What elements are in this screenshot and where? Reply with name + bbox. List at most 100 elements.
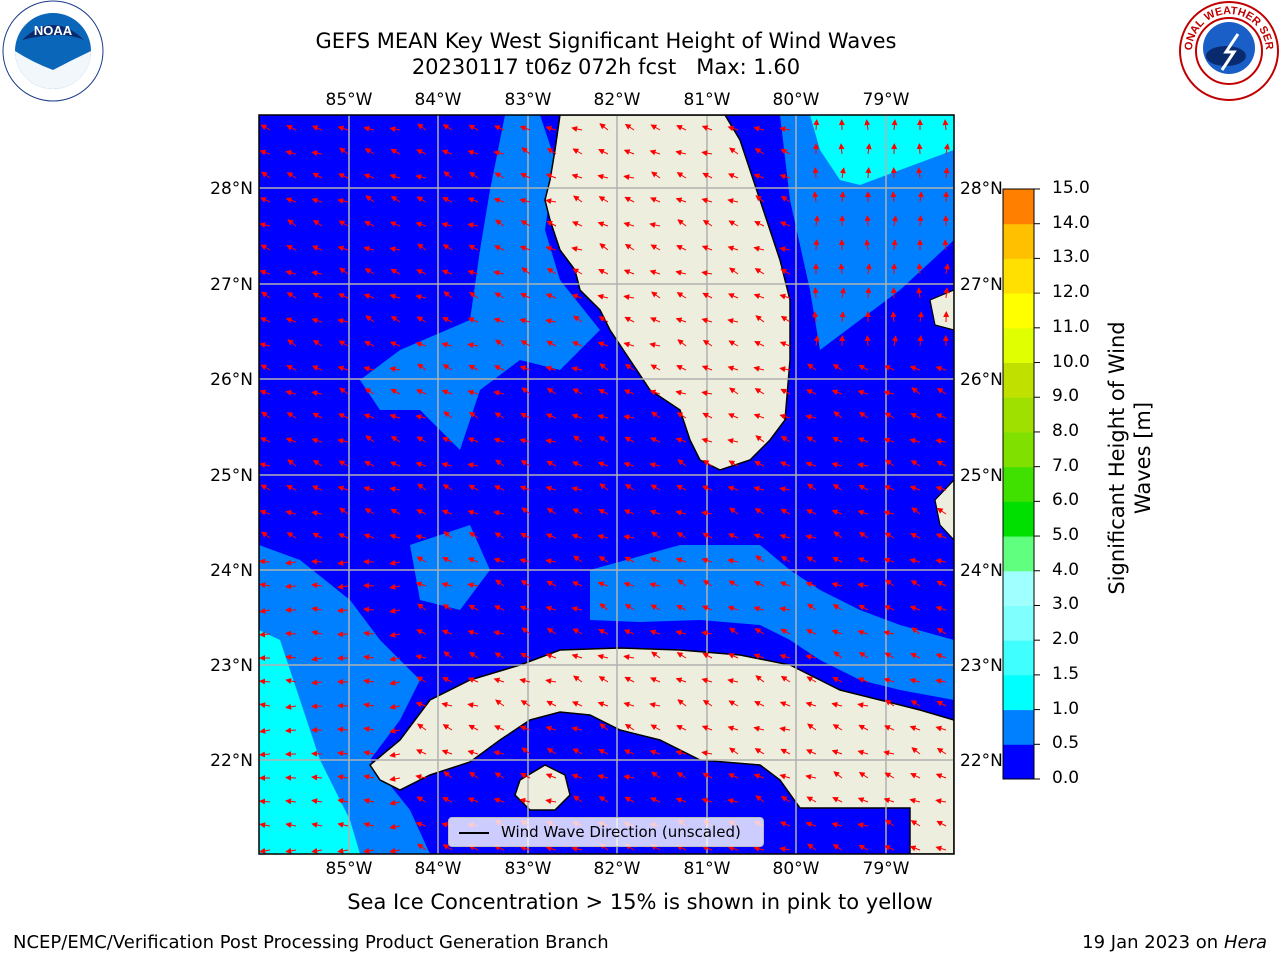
colorbar-segment	[1003, 362, 1034, 398]
wind-wave-arrow	[493, 150, 505, 156]
wind-wave-arrow	[677, 699, 687, 707]
wind-wave-arrow	[623, 749, 635, 755]
lon-label: 81°W	[684, 90, 731, 110]
wind-wave-arrow	[572, 748, 583, 755]
wind-wave-arrow	[779, 486, 791, 493]
colorbar-tick-label: 1.5	[1052, 663, 1080, 684]
wind-wave-arrow	[598, 749, 609, 755]
wind-wave-arrow	[415, 341, 427, 348]
wind-wave-arrow	[676, 725, 687, 731]
wind-wave-arrow	[519, 485, 531, 492]
wind-wave-arrow	[779, 701, 791, 707]
wind-wave-arrow	[494, 412, 505, 419]
wind-wave-arrow	[943, 263, 950, 275]
wind-wave-arrow	[259, 751, 271, 758]
wind-wave-arrow	[806, 796, 817, 803]
wind-wave-arrow	[806, 556, 817, 563]
wind-wave-arrow	[623, 534, 635, 541]
wind-wave-arrow	[839, 191, 846, 203]
wind-wave-arrow	[832, 364, 843, 371]
wind-wave-arrow	[441, 269, 453, 276]
wind-wave-arrow	[675, 629, 687, 636]
wind-wave-arrow	[259, 317, 271, 323]
wind-wave-arrow	[883, 557, 895, 564]
wind-wave-arrow	[702, 459, 713, 467]
wind-wave-arrow	[573, 675, 583, 683]
nws-logo: NATIONAL WEATHER SERVICE	[1178, 0, 1279, 101]
wind-wave-arrow	[727, 558, 739, 564]
wind-wave-arrow	[780, 748, 791, 755]
wind-wave-arrow	[701, 605, 713, 611]
lat-label: 23°N	[960, 656, 1003, 676]
wind-wave-arrow	[597, 533, 609, 540]
wind-wave-arrow	[623, 149, 635, 155]
wind-wave-arrow	[780, 675, 791, 683]
wind-wave-arrow	[312, 292, 323, 299]
wind-wave-arrow	[917, 215, 924, 227]
wind-wave-arrow	[910, 700, 921, 707]
wind-wave-arrow	[363, 847, 375, 854]
wind-wave-arrow	[389, 173, 401, 180]
wind-wave-arrow	[416, 436, 427, 443]
wind-wave-arrow	[572, 268, 583, 275]
lat-label: 28°N	[210, 179, 253, 199]
wind-wave-arrow	[675, 149, 687, 156]
wind-wave-arrow	[864, 239, 871, 251]
wind-wave-arrow	[624, 676, 635, 683]
wind-wave-arrow	[338, 220, 349, 227]
wind-wave-arrow	[338, 340, 349, 347]
wind-wave-arrow	[909, 725, 921, 732]
land-bahamas	[934, 479, 954, 541]
wind-wave-arrow	[909, 845, 921, 852]
wind-wave-arrow	[910, 820, 921, 827]
wind-wave-arrow	[259, 509, 271, 516]
wind-wave-arrow	[865, 263, 872, 275]
wind-wave-arrow	[259, 437, 271, 443]
wind-wave-arrow	[546, 387, 557, 395]
wind-wave-arrow	[702, 579, 713, 587]
map-legend: Wind Wave Direction (unscaled)	[448, 817, 764, 847]
wind-wave-arrow	[260, 124, 271, 131]
wind-wave-arrow	[493, 125, 505, 131]
wind-wave-arrow	[728, 700, 739, 707]
wind-wave-arrow	[519, 437, 531, 444]
wind-wave-arrow	[780, 268, 791, 275]
wind-wave-arrow	[285, 317, 297, 324]
wind-wave-arrow	[650, 244, 661, 251]
colorbar-segment	[1003, 674, 1034, 711]
wind-wave-arrow	[677, 579, 687, 587]
wind-wave-arrow	[831, 461, 843, 468]
footer-date-text: 19 Jan 2023 on	[1082, 932, 1224, 953]
wind-wave-arrow	[598, 196, 609, 203]
wind-wave-arrow	[597, 413, 609, 420]
wind-wave-arrow	[441, 581, 453, 588]
wind-wave-arrow	[259, 822, 271, 829]
wind-wave-arrow	[442, 724, 453, 731]
wind-wave-arrow	[259, 462, 271, 468]
wind-wave-arrow	[545, 485, 557, 492]
wind-wave-arrow	[884, 412, 895, 419]
wind-wave-arrow	[891, 239, 898, 251]
wind-wave-arrow	[287, 339, 297, 347]
wind-wave-arrow	[545, 438, 557, 445]
wind-wave-arrow	[415, 534, 427, 540]
wind-wave-arrow	[415, 774, 427, 780]
wind-wave-arrow	[390, 195, 401, 203]
wind-wave-arrow	[727, 293, 739, 299]
wind-wave-arrow	[545, 413, 557, 419]
wind-wave-arrow	[571, 221, 583, 227]
wind-wave-arrow	[285, 630, 297, 637]
wind-wave-arrow	[259, 607, 271, 614]
wind-wave-arrow	[727, 773, 739, 779]
wind-wave-arrow	[675, 269, 687, 276]
wind-wave-arrow	[935, 798, 947, 805]
wind-wave-arrow	[935, 845, 947, 852]
lat-label: 26°N	[960, 370, 1003, 390]
wind-wave-arrow	[442, 364, 453, 371]
wind-wave-arrow	[865, 287, 872, 299]
wind-wave-arrow	[936, 747, 947, 755]
wind-wave-arrow	[839, 287, 846, 299]
wind-wave-arrow	[389, 655, 401, 662]
wind-wave-arrow	[468, 244, 479, 251]
wind-wave-arrow	[936, 580, 947, 587]
